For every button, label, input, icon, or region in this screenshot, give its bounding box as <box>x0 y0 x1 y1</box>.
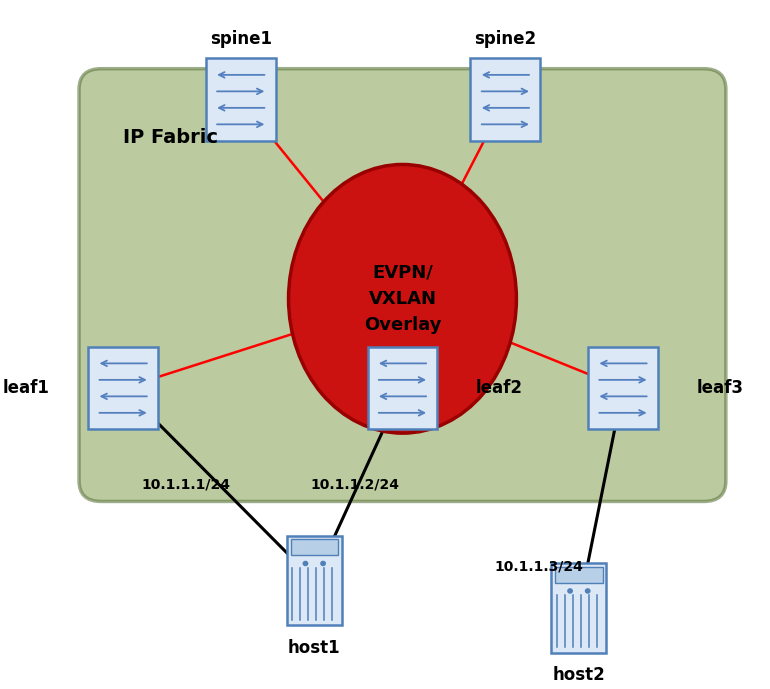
FancyBboxPatch shape <box>588 347 658 429</box>
Text: 10.1.1.3/24: 10.1.1.3/24 <box>494 559 583 574</box>
FancyBboxPatch shape <box>470 59 541 141</box>
Text: 10.1.1.2/24: 10.1.1.2/24 <box>310 477 399 491</box>
Text: leaf3: leaf3 <box>697 379 744 397</box>
Text: IP Fabric: IP Fabric <box>123 128 218 147</box>
Text: host2: host2 <box>553 666 605 684</box>
Text: host1: host1 <box>288 639 340 657</box>
FancyBboxPatch shape <box>79 69 726 502</box>
Circle shape <box>321 562 325 566</box>
Text: 10.1.1.1/24: 10.1.1.1/24 <box>141 477 230 491</box>
FancyBboxPatch shape <box>286 536 342 625</box>
Circle shape <box>567 589 572 593</box>
Text: spine2: spine2 <box>474 30 537 48</box>
Circle shape <box>585 589 590 593</box>
Text: leaf1: leaf1 <box>3 379 49 397</box>
FancyBboxPatch shape <box>290 539 338 555</box>
FancyBboxPatch shape <box>551 564 607 652</box>
FancyBboxPatch shape <box>367 347 437 429</box>
FancyBboxPatch shape <box>89 347 158 429</box>
Ellipse shape <box>289 165 517 433</box>
FancyBboxPatch shape <box>555 567 603 583</box>
Text: EVPN/
VXLAN
Overlay: EVPN/ VXLAN Overlay <box>363 263 441 334</box>
FancyBboxPatch shape <box>206 59 276 141</box>
Text: spine1: spine1 <box>209 30 272 48</box>
Circle shape <box>303 562 308 566</box>
Text: leaf2: leaf2 <box>476 379 523 397</box>
